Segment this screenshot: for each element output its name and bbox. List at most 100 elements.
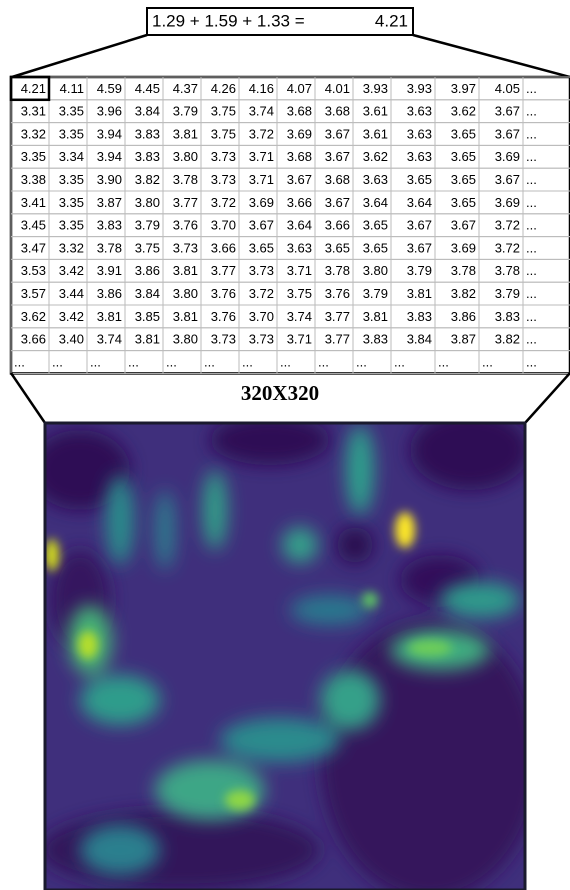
cell-text: 3.34 [59,149,84,164]
cell-text: 3.64 [407,195,432,210]
cell-text: 3.94 [97,149,122,164]
cell-text: 3.44 [59,286,84,301]
cell-text: ... [90,354,101,369]
cell-text: 3.69 [249,195,274,210]
cell-text: 4.16 [249,81,274,96]
cell-text: 3.69 [287,126,312,141]
value-table: 4.214.114.594.454.374.264.164.074.013.93… [11,77,570,373]
cell-text: ... [526,104,537,119]
cell-text: ... [52,354,63,369]
equation-result: 4.21 [375,11,408,30]
cell-text: 3.96 [97,104,122,119]
cell-text: 3.67 [325,126,350,141]
cell-text: 3.65 [451,149,476,164]
cell-text: 3.76 [325,286,350,301]
cell-text: ... [526,195,537,210]
cell-text: 3.40 [59,332,84,347]
cell-text: 4.37 [173,81,198,96]
cell-text: 3.69 [495,149,520,164]
cell-text: 4.59 [97,81,122,96]
cell-text: 3.87 [451,332,476,347]
cell-text: 3.65 [407,172,432,187]
cell-text: 3.83 [135,149,160,164]
zoom-line [413,35,570,77]
cell-text: 3.69 [495,195,520,210]
cell-text: 3.35 [59,126,84,141]
cell-text: 3.84 [135,104,160,119]
cell-text: 3.78 [495,263,520,278]
cell-text: 3.41 [21,195,46,210]
cell-text: 3.68 [325,104,350,119]
cell-text: 3.94 [97,126,122,141]
cell-text: 3.83 [407,309,432,324]
cell-text: 3.74 [249,104,274,119]
cell-text: 3.86 [135,263,160,278]
cell-text: 3.45 [21,218,46,233]
cell-text: 3.75 [211,126,236,141]
cell-text: 3.86 [451,309,476,324]
cell-text: 4.07 [287,81,312,96]
cell-text: 3.63 [363,172,388,187]
cell-text: ... [242,354,253,369]
cell-text: 3.81 [173,309,198,324]
cell-text: 3.42 [59,263,84,278]
cell-text: 3.68 [325,172,350,187]
cell-text: 3.71 [287,263,312,278]
cell-text: 3.64 [287,218,312,233]
cell-text: ... [438,354,449,369]
cell-text: 3.72 [495,218,520,233]
cell-text: 3.32 [21,126,46,141]
cell-text: 3.65 [451,195,476,210]
cell-text: 3.85 [135,309,160,324]
cell-text: 3.57 [21,286,46,301]
zoom-line [12,35,147,77]
cell-text: 3.62 [363,149,388,164]
cell-text: 3.91 [97,263,122,278]
cell-text: 3.35 [59,172,84,187]
cell-text: 3.47 [21,240,46,255]
cell-text: 3.73 [211,149,236,164]
cell-text: 3.75 [287,286,312,301]
cell-text: 3.53 [21,263,46,278]
cell-text: 3.35 [59,104,84,119]
cell-text: 4.05 [495,81,520,96]
cell-text: 3.81 [407,286,432,301]
cell-text: ... [526,263,537,278]
cell-text: ... [526,240,537,255]
cell-text: 3.73 [249,263,274,278]
cell-text: 3.81 [135,332,160,347]
cell-text: 3.81 [173,263,198,278]
cell-text: ... [526,218,537,233]
cell-text: 3.83 [495,309,520,324]
cell-text: 3.78 [451,263,476,278]
cell-text: 4.01 [325,81,350,96]
cell-text: 3.80 [173,332,198,347]
cell-text: ... [318,354,329,369]
cell-text: 3.63 [287,240,312,255]
cell-text: 3.65 [451,172,476,187]
cell-text: 3.78 [97,240,122,255]
cell-text: 3.31 [21,104,46,119]
cell-text: ... [526,149,537,164]
cell-text: 3.67 [451,218,476,233]
cell-text: 3.93 [363,81,388,96]
cell-text: 3.63 [407,149,432,164]
cell-text: 3.68 [287,149,312,164]
cell-text: 3.66 [21,332,46,347]
cell-text: 3.65 [363,218,388,233]
cell-text: 3.68 [287,104,312,119]
cell-text: 3.78 [325,263,350,278]
cell-text: 3.71 [249,149,274,164]
cell-text: 3.62 [451,104,476,119]
cell-text: 3.65 [451,126,476,141]
cell-text: 3.77 [325,332,350,347]
zoom-line [525,373,570,423]
cell-text: 3.84 [135,286,160,301]
cell-text: 3.35 [21,149,46,164]
cell-text: ... [526,81,537,96]
cell-text: 3.78 [173,172,198,187]
cell-text: 3.79 [173,104,198,119]
cell-text: 3.66 [287,195,312,210]
cell-text: 3.67 [407,240,432,255]
cell-text: ... [128,354,139,369]
